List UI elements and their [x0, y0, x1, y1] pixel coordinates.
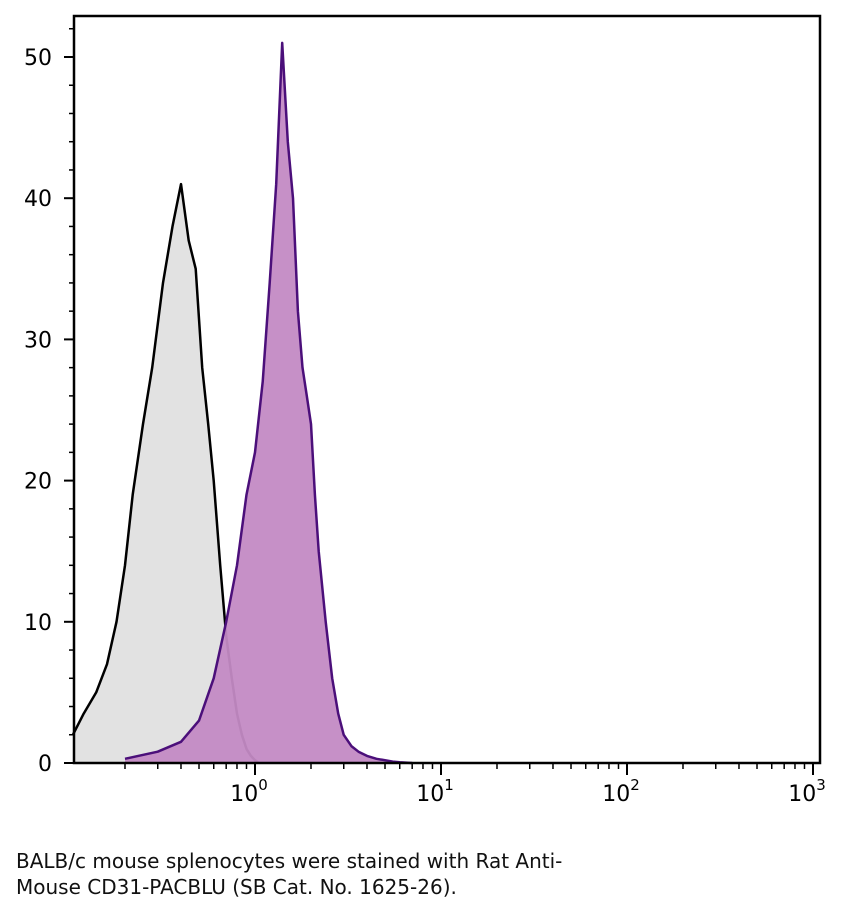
histogram-chart: 0 10 20 30 40 50 100 101 102 103	[24, 14, 826, 807]
series-2-area	[125, 42, 413, 763]
y-tick-label: 0	[38, 752, 52, 777]
series-layer	[71, 41, 413, 765]
caption-line-2: Mouse CD31-PACBLU (SB Cat. No. 1625-26).	[16, 875, 457, 899]
series-2-line	[124, 41, 413, 765]
y-tick-label: 50	[24, 46, 52, 71]
series-1-area	[72, 184, 259, 764]
x-tick-label: 102	[602, 776, 640, 807]
x-tick-label: 103	[788, 776, 826, 807]
x-tick-label: 101	[416, 776, 454, 807]
y-tick-label: 10	[24, 611, 52, 636]
caption-line-1: BALB/c mouse splenocytes were stained wi…	[16, 849, 563, 873]
y-tick-label: 30	[24, 328, 52, 353]
x-axis: 100 101 102 103	[124, 763, 826, 807]
y-tick-label: 40	[24, 187, 52, 212]
y-tick-label: 20	[24, 470, 52, 495]
plot-frame	[72, 14, 822, 765]
y-axis: 0 10 20 30 40 50	[24, 28, 74, 777]
x-tick-label: 100	[230, 776, 268, 807]
figure-caption: BALB/c mouse splenocytes were stained wi…	[16, 848, 836, 900]
